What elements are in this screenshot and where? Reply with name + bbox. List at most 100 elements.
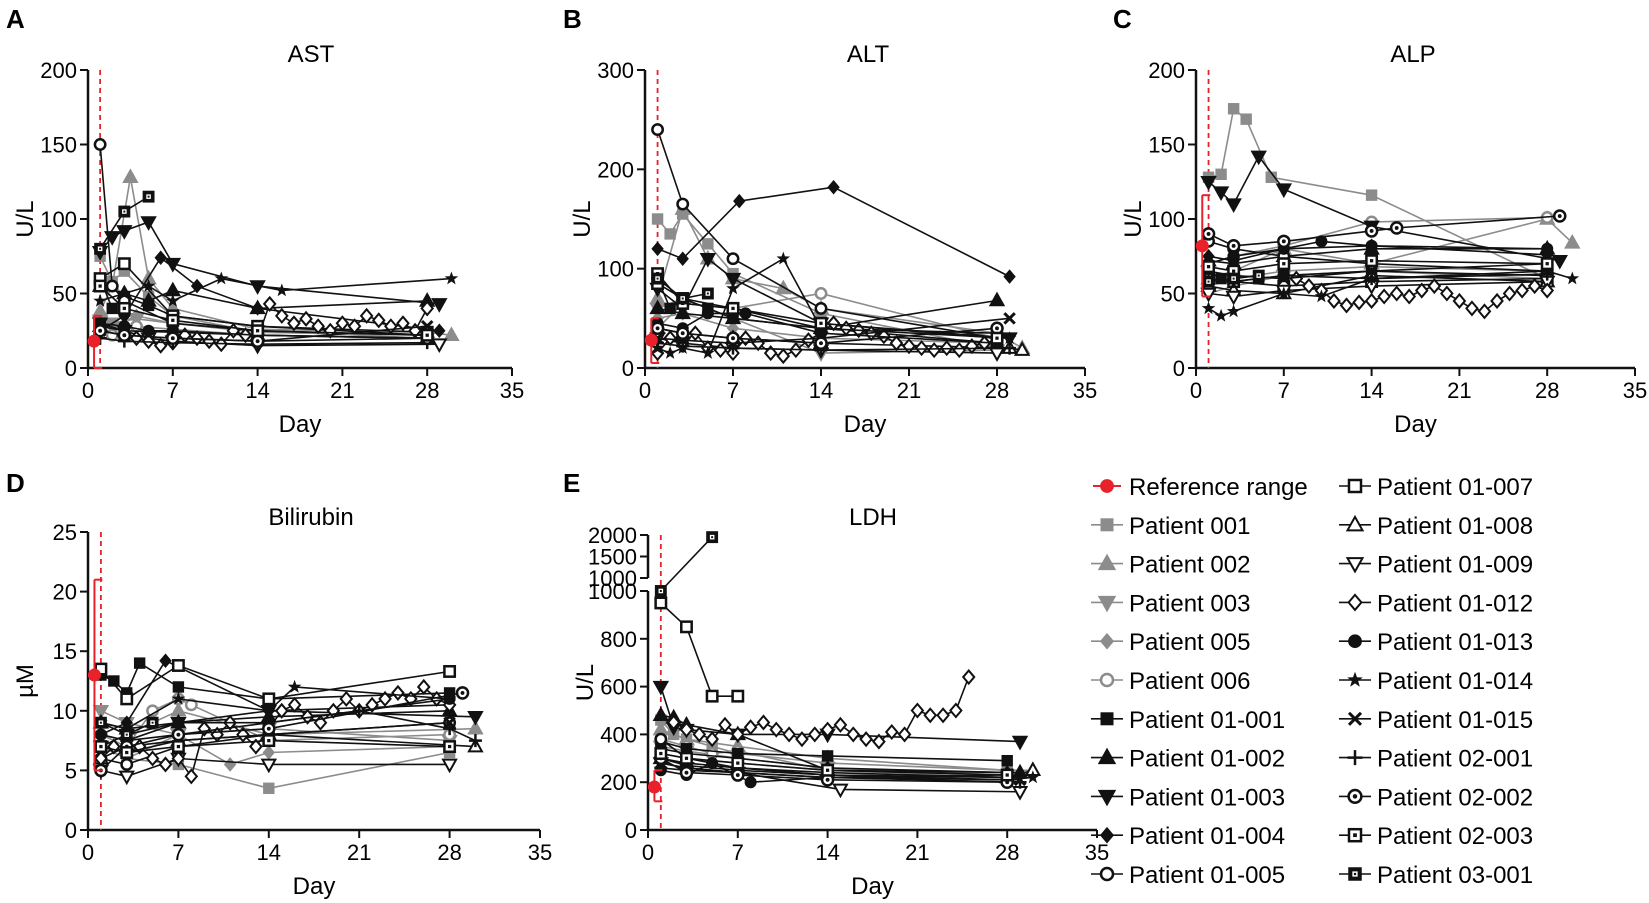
data-point-dot — [731, 336, 735, 341]
data-point — [1001, 754, 1013, 767]
data-point — [1013, 775, 1027, 789]
x-tick-label: 0 — [82, 840, 94, 865]
data-point — [651, 123, 665, 137]
y-tick-label: 10 — [53, 699, 77, 724]
data-point — [897, 726, 912, 743]
data-point-dot — [1206, 265, 1211, 269]
data-point — [1515, 282, 1529, 299]
data-point-dot — [1232, 269, 1236, 273]
data-point — [202, 333, 216, 350]
legend-entry: Patient 01-014 — [1339, 668, 1533, 695]
legend-entry: Patient 01-012 — [1339, 590, 1533, 617]
data-point — [1377, 288, 1391, 305]
data-point — [120, 692, 134, 706]
data-point-dot — [1231, 243, 1236, 248]
data-point-dot — [122, 333, 127, 338]
data-point — [145, 750, 160, 767]
data-point — [1465, 300, 1479, 317]
data-point — [1541, 242, 1554, 255]
x-axis-title: Day — [279, 411, 322, 438]
data-point-dot — [1282, 262, 1286, 266]
data-point — [223, 757, 237, 772]
data-point — [443, 326, 460, 341]
series-patient-02-003 — [93, 279, 434, 342]
data-point — [833, 716, 848, 733]
data-point-dot — [655, 326, 660, 331]
legend-marker — [1347, 478, 1363, 494]
data-point-core — [656, 277, 659, 280]
data-point-dot — [425, 333, 429, 337]
y-tick-label: 5 — [65, 758, 77, 783]
data-point — [236, 726, 250, 743]
data-point — [663, 346, 677, 359]
legend-marker — [1100, 479, 1114, 493]
legend-marker — [1345, 514, 1365, 532]
data-point — [299, 310, 313, 327]
x-tick-label: 0 — [639, 378, 651, 403]
x-tick-label: 21 — [1447, 378, 1471, 403]
x-tick-label: 0 — [82, 378, 94, 403]
legend-marker — [1347, 671, 1363, 687]
data-point — [965, 338, 979, 355]
x-tick-label: 28 — [985, 378, 1009, 403]
legend-label: Patient 02-003 — [1377, 823, 1533, 850]
data-point — [776, 251, 791, 265]
panel-letter: E — [563, 468, 580, 498]
data-point — [1275, 183, 1293, 199]
y-tick-label: 100 — [597, 257, 634, 282]
y-axis-title: µM — [12, 664, 39, 698]
data-point — [914, 340, 929, 357]
data-point — [652, 680, 670, 696]
legend-label: Patient 01-015 — [1377, 707, 1533, 734]
y-tick-label: 1000 — [588, 579, 637, 604]
chart-title: LDH — [849, 504, 897, 531]
data-point — [170, 701, 187, 717]
legend-entry: Reference range — [1093, 474, 1308, 501]
legend-label: Patient 01-014 — [1377, 668, 1533, 695]
data-point — [431, 338, 448, 354]
data-point — [726, 281, 740, 295]
data-point — [93, 293, 107, 307]
data-point — [420, 300, 435, 317]
data-point-core — [1232, 277, 1235, 280]
y-tick-label: 400 — [600, 722, 637, 747]
data-point — [431, 298, 448, 313]
chart-title: Bilirubin — [268, 504, 353, 531]
legend-label: Patient 01-003 — [1129, 784, 1285, 811]
data-point — [371, 312, 386, 329]
data-point — [649, 299, 666, 315]
chart-title: ALT — [847, 41, 890, 68]
data-point-dot — [266, 726, 271, 731]
x-tick-label: 0 — [642, 840, 654, 865]
y-tick-label: 2000 — [588, 523, 637, 548]
y-tick-label: 50 — [1161, 282, 1185, 307]
chart-panel-b: B ALT 0 7 14 21 28 35 0 100 200 300 Day U/L — [563, 4, 1097, 438]
data-point — [287, 679, 302, 693]
data-point — [442, 691, 457, 705]
data-point — [1402, 288, 1417, 305]
data-point-core — [1257, 274, 1260, 277]
data-point-dot — [125, 750, 129, 755]
data-point — [158, 756, 173, 773]
data-point — [910, 702, 925, 719]
x-axis-title: Day — [293, 873, 336, 900]
data-point — [701, 346, 715, 359]
data-point-dot — [825, 777, 830, 782]
data-point — [782, 726, 796, 743]
legend-label: Patient 01-009 — [1377, 552, 1533, 579]
data-point — [274, 307, 289, 324]
data-point-dot — [460, 690, 465, 695]
data-point — [1240, 113, 1252, 125]
data-point-dot — [1206, 231, 1211, 236]
data-point-dot — [995, 336, 999, 340]
data-point — [1551, 254, 1568, 270]
chart-title: ALP — [1390, 41, 1435, 68]
data-point — [467, 710, 484, 726]
x-tick-label: 35 — [1623, 378, 1647, 403]
y-tick-label: 200 — [597, 157, 634, 182]
data-point — [821, 750, 834, 762]
chart-title: AST — [288, 41, 335, 68]
y-tick-label: 0 — [622, 356, 634, 381]
data-point-dot — [680, 331, 685, 336]
legend-entry: Patient 003 — [1091, 590, 1250, 617]
